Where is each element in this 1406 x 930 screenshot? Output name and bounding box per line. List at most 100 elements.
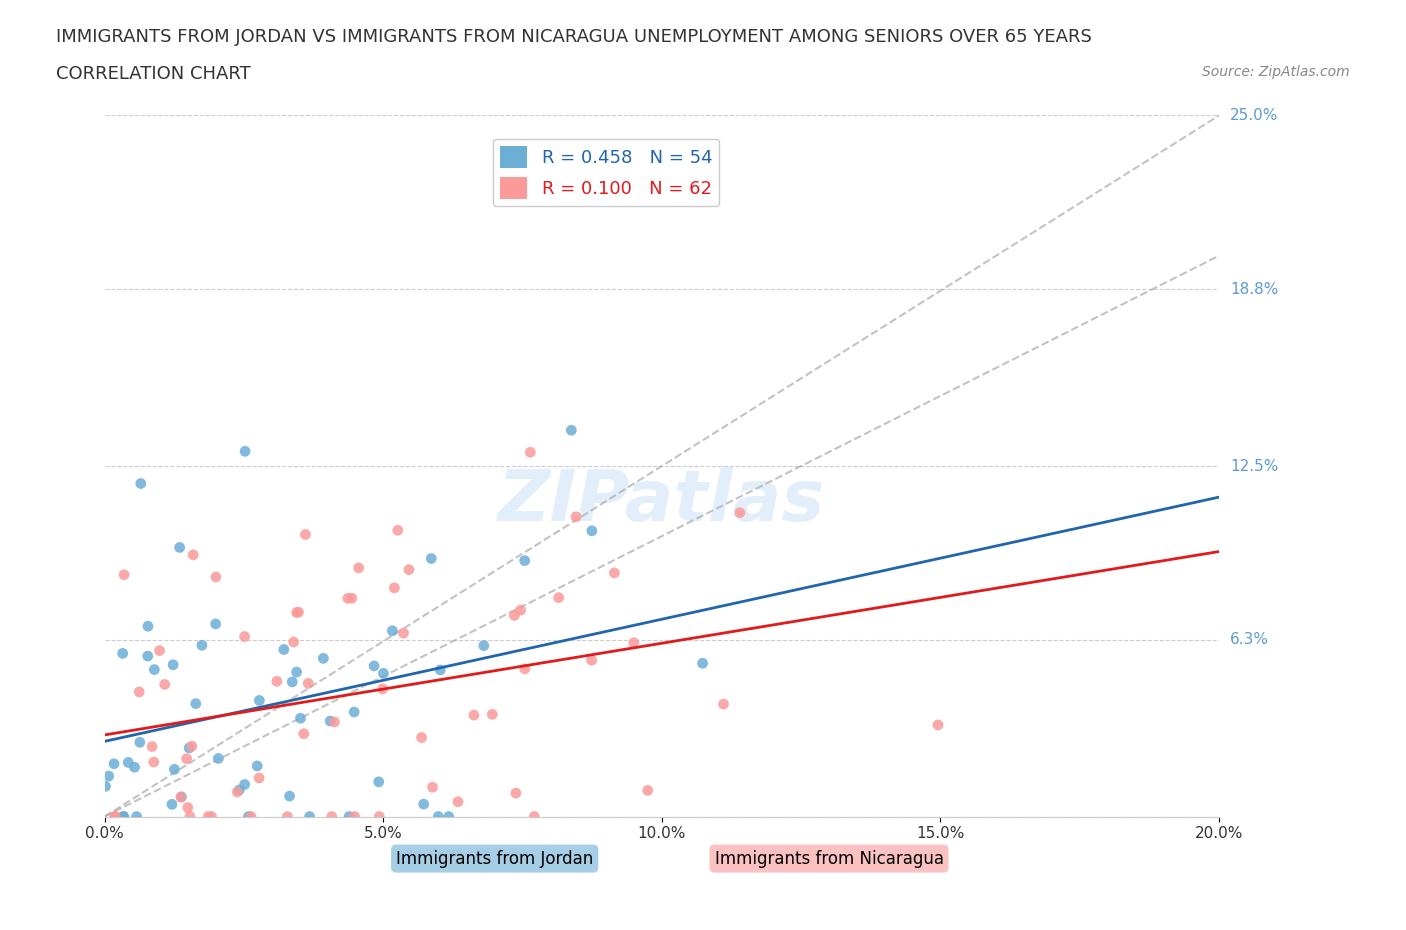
Point xyxy=(238,809,260,824)
Point xyxy=(233,629,256,644)
Text: 6.3%: 6.3% xyxy=(1230,632,1270,647)
Point xyxy=(437,809,460,824)
Point xyxy=(509,603,531,618)
Point xyxy=(112,567,135,582)
Point xyxy=(287,604,309,619)
Point xyxy=(429,662,451,677)
Point xyxy=(623,635,645,650)
Point xyxy=(176,751,198,766)
Point xyxy=(513,553,536,568)
Point xyxy=(692,656,714,671)
Point xyxy=(148,644,170,658)
Point xyxy=(290,711,312,725)
Point xyxy=(285,605,308,620)
Point xyxy=(637,783,659,798)
Point xyxy=(422,779,444,794)
Point xyxy=(179,740,201,755)
Point xyxy=(420,551,443,566)
Point xyxy=(336,591,359,605)
Point xyxy=(298,809,321,824)
Point xyxy=(292,726,315,741)
Point xyxy=(163,762,186,777)
Point xyxy=(170,790,193,804)
Point xyxy=(581,524,603,538)
Point xyxy=(124,760,146,775)
Point xyxy=(387,523,409,538)
Point xyxy=(112,809,135,824)
Point xyxy=(117,755,139,770)
Point xyxy=(321,809,343,824)
Text: Immigrants from Nicaragua: Immigrants from Nicaragua xyxy=(714,850,943,868)
Point xyxy=(240,809,263,824)
Point xyxy=(427,809,450,824)
Point xyxy=(523,809,546,824)
Text: IMMIGRANTS FROM JORDAN VS IMMIGRANTS FROM NICARAGUA UNEMPLOYMENT AMONG SENIORS O: IMMIGRANTS FROM JORDAN VS IMMIGRANTS FRO… xyxy=(56,28,1092,46)
Text: 25.0%: 25.0% xyxy=(1230,108,1278,123)
Legend: R = 0.458   N = 54, R = 0.100   N = 62: R = 0.458 N = 54, R = 0.100 N = 62 xyxy=(494,139,720,206)
Point xyxy=(128,684,150,699)
Point xyxy=(519,445,541,459)
Point xyxy=(319,713,342,728)
Point xyxy=(340,591,363,605)
Point xyxy=(94,779,117,794)
Point xyxy=(246,759,269,774)
Point xyxy=(371,682,394,697)
Point xyxy=(180,738,202,753)
Point xyxy=(181,548,204,563)
Point xyxy=(398,563,420,578)
Point xyxy=(312,651,335,666)
Point xyxy=(112,809,135,824)
Point xyxy=(343,705,366,720)
Point xyxy=(191,638,214,653)
Point xyxy=(128,735,150,750)
Point xyxy=(581,653,603,668)
Point xyxy=(713,697,735,711)
Point xyxy=(392,626,415,641)
Point xyxy=(125,809,148,824)
Point xyxy=(337,809,360,824)
Point xyxy=(153,677,176,692)
Point xyxy=(179,809,201,824)
Text: Immigrants from Jordan: Immigrants from Jordan xyxy=(396,850,593,868)
Point xyxy=(143,662,166,677)
Point xyxy=(204,617,226,631)
Point xyxy=(276,809,298,824)
Point xyxy=(207,751,229,766)
Point xyxy=(136,618,159,633)
Point xyxy=(481,707,503,722)
Point xyxy=(297,676,319,691)
Point xyxy=(603,565,626,580)
Point xyxy=(273,642,295,657)
Point xyxy=(104,809,127,824)
Point xyxy=(384,580,406,595)
Point xyxy=(97,768,120,783)
Point xyxy=(160,797,183,812)
Point xyxy=(162,658,184,672)
Point xyxy=(463,708,485,723)
Point xyxy=(560,423,582,438)
Point xyxy=(505,786,527,801)
Point xyxy=(197,809,219,824)
Point xyxy=(347,561,370,576)
Text: ZIPatlas: ZIPatlas xyxy=(498,467,825,536)
Point xyxy=(411,730,433,745)
Text: Source: ZipAtlas.com: Source: ZipAtlas.com xyxy=(1202,65,1350,79)
Point xyxy=(412,797,434,812)
Point xyxy=(142,754,165,769)
Point xyxy=(373,666,395,681)
Point xyxy=(233,777,256,792)
Point xyxy=(381,623,404,638)
Point xyxy=(565,510,588,525)
Point xyxy=(472,638,495,653)
Point xyxy=(294,527,316,542)
Point xyxy=(200,809,222,824)
Point xyxy=(247,771,270,786)
Text: 18.8%: 18.8% xyxy=(1230,282,1278,297)
Point xyxy=(169,540,191,555)
Point xyxy=(141,739,163,754)
Point xyxy=(177,800,200,815)
Point xyxy=(233,444,256,458)
Point xyxy=(111,646,134,661)
Point xyxy=(247,693,270,708)
Point xyxy=(728,505,751,520)
